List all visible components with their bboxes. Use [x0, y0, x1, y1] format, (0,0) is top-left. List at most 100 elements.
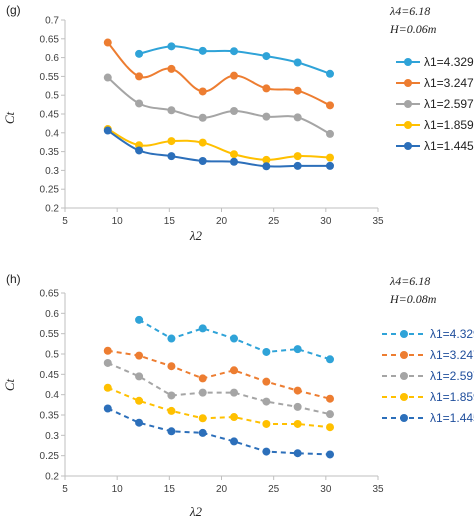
y-tick-label: 0.7	[45, 16, 59, 27]
data-point	[167, 106, 176, 115]
data-point	[103, 358, 112, 367]
data-point	[326, 129, 335, 138]
data-point	[326, 423, 335, 432]
y-tick-label: 0.3	[45, 431, 59, 442]
series-line	[107, 386, 331, 429]
y-tick-label: 0.5	[45, 91, 59, 102]
data-point	[230, 388, 239, 397]
data-point	[326, 394, 335, 403]
data-point	[230, 413, 239, 422]
series-line	[107, 349, 331, 400]
data-point	[135, 49, 144, 58]
legend-marker	[400, 414, 408, 422]
data-point	[167, 334, 176, 343]
data-point	[135, 372, 144, 381]
data-point	[262, 347, 271, 356]
data-point	[167, 64, 176, 73]
y-tick-label: 0.45	[40, 370, 60, 381]
data-point	[230, 366, 239, 375]
series-4	[103, 383, 335, 432]
data-point	[135, 72, 144, 81]
panel-label: (h)	[6, 272, 21, 286]
data-point	[293, 402, 302, 411]
data-point	[167, 362, 176, 371]
y-tick-label: 0.65	[40, 289, 60, 300]
data-point	[293, 161, 302, 170]
y-tick-label: 0.4	[45, 390, 59, 401]
legend-entry: λ1=2.597	[396, 97, 474, 111]
legend-label: λ1=1.859	[424, 118, 474, 132]
data-point	[262, 397, 271, 406]
data-point	[262, 162, 271, 171]
data-point	[198, 324, 207, 333]
y-axis-title: Ct	[2, 378, 17, 391]
legend-label: λ1=2.597	[430, 369, 474, 383]
x-axis-title: λ2	[189, 228, 203, 243]
x-tick-label: 10	[112, 484, 124, 495]
data-point	[135, 351, 144, 360]
x-tick-label: 30	[320, 484, 332, 495]
data-point	[198, 374, 207, 383]
series-5	[103, 404, 335, 459]
legend-label: λ1=4.329	[424, 55, 474, 69]
legend-entry: λ1=1.445	[396, 139, 474, 153]
data-point	[103, 126, 112, 135]
legend-entry: λ1=4.329	[396, 55, 474, 69]
chart-panel-g: (g) 0.2 0.25 0.3 0.35 0.4 0.45 0.5 0.55 0.6 0.65 0.…	[2, 3, 474, 243]
data-point	[293, 386, 302, 395]
data-point	[326, 69, 335, 78]
legend-label: λ1=1.445	[430, 411, 474, 425]
data-point	[262, 447, 271, 456]
legend-entry: λ1=3.247	[382, 348, 474, 362]
y-tick-label: 0.45	[40, 110, 60, 121]
series-line	[107, 407, 331, 456]
legend-entry: λ1=1.859	[382, 390, 474, 404]
data-point	[135, 315, 144, 324]
data-point	[167, 427, 176, 436]
y-tick-label: 0.4	[45, 128, 59, 139]
data-point	[293, 58, 302, 67]
legend-marker	[404, 100, 412, 108]
legend-entry: λ1=1.445	[382, 411, 474, 425]
data-point	[198, 138, 207, 147]
legend-entry: λ1=3.247	[396, 76, 474, 90]
data-point	[262, 112, 271, 121]
x-tick-label: 30	[320, 216, 332, 227]
data-point	[135, 99, 144, 108]
parameter-annotation: H=0.06m	[389, 22, 437, 36]
y-tick-label: 0.6	[45, 309, 59, 320]
data-point	[293, 152, 302, 161]
y-tick-label: 0.35	[40, 147, 60, 158]
series-line	[107, 362, 331, 416]
y-tick-label: 0.55	[40, 72, 60, 83]
data-point	[230, 71, 239, 80]
data-point	[230, 437, 239, 446]
data-point	[167, 42, 176, 51]
data-point	[326, 101, 335, 110]
data-point	[103, 404, 112, 413]
legend-label: λ1=3.247	[430, 348, 474, 362]
data-point	[230, 47, 239, 56]
data-point	[262, 155, 271, 164]
y-tick-label: 0.2	[45, 204, 59, 215]
y-tick-label: 0.25	[40, 185, 60, 196]
y-tick-label: 0.3	[45, 166, 59, 177]
data-point	[167, 137, 176, 146]
legend-marker	[404, 121, 412, 129]
series-2	[103, 38, 335, 110]
legend-marker	[404, 142, 412, 150]
data-point	[167, 152, 176, 161]
x-tick-label: 35	[372, 484, 384, 495]
series-1	[135, 315, 335, 364]
data-point	[198, 87, 207, 96]
x-tick-label: 20	[216, 216, 228, 227]
series-4	[103, 125, 335, 164]
data-point	[167, 406, 176, 415]
series-1	[135, 42, 335, 78]
data-point	[293, 113, 302, 122]
x-tick-label: 35	[372, 216, 384, 227]
legend-marker	[400, 393, 408, 401]
legend-marker	[400, 372, 408, 380]
legend-entry: λ1=2.597	[382, 369, 474, 383]
